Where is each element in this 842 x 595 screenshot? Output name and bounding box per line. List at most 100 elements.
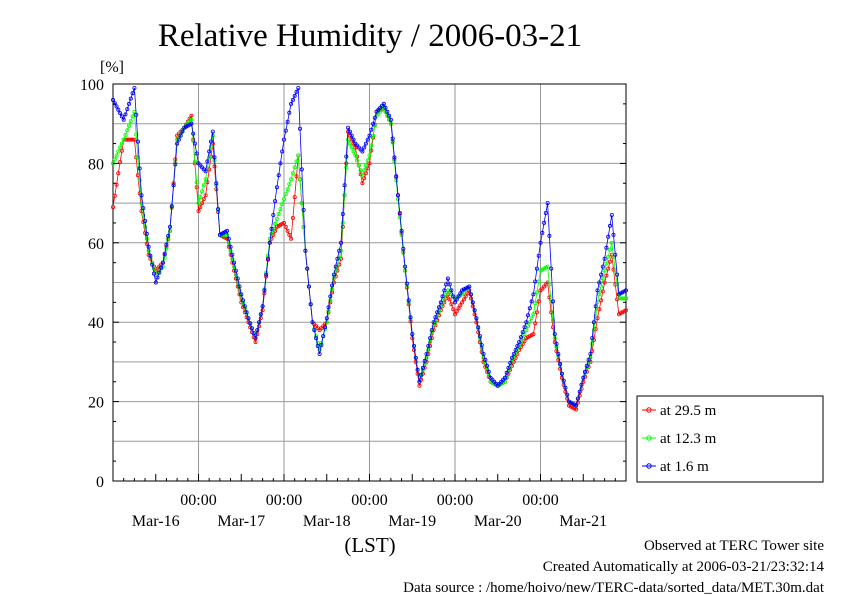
series-point bbox=[141, 212, 146, 217]
x-tick-label: 00:00 bbox=[351, 492, 387, 509]
series-point bbox=[235, 276, 240, 281]
series-point bbox=[135, 155, 140, 160]
footer-observed: Observed at TERC Tower site bbox=[644, 538, 824, 554]
series-point bbox=[556, 357, 561, 362]
series-point bbox=[260, 308, 265, 313]
x-tick-label: 00:00 bbox=[437, 492, 473, 509]
series-point bbox=[132, 86, 137, 91]
series-point bbox=[534, 266, 539, 271]
series-point bbox=[522, 325, 527, 330]
series-point bbox=[508, 360, 513, 365]
series-point bbox=[367, 133, 372, 138]
series-point bbox=[422, 358, 427, 363]
series-point bbox=[454, 309, 459, 314]
legend-label: at 29.5 m bbox=[660, 403, 717, 419]
series-point bbox=[119, 141, 124, 146]
legend-label: at 12.3 m bbox=[660, 431, 717, 447]
series-point bbox=[118, 160, 123, 165]
series-point bbox=[162, 255, 167, 260]
series-point bbox=[524, 320, 529, 325]
series-point bbox=[588, 351, 593, 356]
y-tick-label: 0 bbox=[96, 474, 104, 491]
series-point bbox=[116, 171, 121, 176]
series-point bbox=[246, 316, 251, 321]
series-point bbox=[360, 181, 365, 186]
series-point bbox=[470, 304, 475, 309]
series-point bbox=[451, 294, 456, 299]
series-point bbox=[565, 392, 570, 397]
series-point bbox=[365, 137, 370, 142]
series-point bbox=[351, 137, 356, 142]
series-point bbox=[306, 284, 311, 289]
series-point bbox=[463, 294, 468, 299]
series-point bbox=[556, 351, 561, 356]
series-point bbox=[608, 259, 613, 264]
series-point bbox=[429, 332, 434, 337]
series-point bbox=[590, 336, 595, 341]
series-point bbox=[472, 312, 477, 317]
series-point bbox=[599, 272, 604, 277]
series-point bbox=[362, 168, 367, 173]
series-point bbox=[624, 308, 629, 313]
series-point bbox=[237, 288, 242, 293]
series-point bbox=[549, 266, 554, 271]
series-point bbox=[609, 240, 614, 245]
series-point bbox=[527, 306, 532, 311]
series-point bbox=[125, 128, 130, 133]
series-point bbox=[599, 298, 604, 303]
series-point bbox=[151, 266, 156, 271]
series-point bbox=[144, 231, 149, 236]
series-point bbox=[283, 128, 288, 133]
series-point bbox=[504, 370, 509, 375]
series-point bbox=[125, 107, 130, 112]
series-point bbox=[552, 336, 557, 341]
series-point bbox=[365, 158, 370, 163]
series-point bbox=[196, 201, 201, 206]
series-point bbox=[436, 305, 441, 310]
x-tick-label: 00:00 bbox=[522, 492, 558, 509]
series-point bbox=[292, 93, 297, 98]
series-point bbox=[517, 340, 522, 345]
series-point bbox=[347, 141, 352, 146]
series-point bbox=[509, 355, 514, 360]
series-point bbox=[424, 355, 429, 360]
series-point bbox=[583, 369, 588, 374]
series-point bbox=[563, 385, 568, 390]
series-point bbox=[622, 296, 627, 301]
series-point bbox=[354, 158, 359, 163]
series-point bbox=[248, 321, 253, 326]
series-point bbox=[290, 97, 295, 102]
series-point bbox=[520, 330, 525, 335]
series-point bbox=[615, 272, 620, 277]
series-point bbox=[281, 137, 286, 142]
series-point bbox=[289, 177, 294, 182]
series-point bbox=[543, 210, 548, 215]
series-point bbox=[330, 283, 335, 288]
series-point bbox=[558, 361, 563, 366]
series-point bbox=[123, 132, 128, 137]
series-point bbox=[426, 343, 431, 348]
series-point bbox=[262, 288, 267, 293]
series-point bbox=[581, 375, 586, 380]
series-point bbox=[346, 137, 351, 142]
y-tick-label: 100 bbox=[80, 77, 104, 94]
series-point bbox=[119, 148, 124, 153]
series-point bbox=[547, 233, 552, 238]
series-point bbox=[265, 256, 270, 261]
series-point bbox=[410, 332, 415, 337]
chart-title: Relative Humidity / 2006-03-21 bbox=[158, 18, 582, 54]
series-point bbox=[274, 216, 279, 221]
series-point bbox=[192, 141, 197, 146]
series-point bbox=[417, 379, 422, 384]
series-point bbox=[470, 300, 475, 305]
series-point bbox=[308, 302, 313, 307]
series-point bbox=[191, 131, 196, 136]
series-point bbox=[114, 153, 119, 158]
series-point bbox=[232, 264, 237, 269]
series-point bbox=[534, 310, 539, 315]
series-point bbox=[324, 316, 329, 321]
series-point bbox=[406, 298, 411, 303]
series-point bbox=[331, 272, 336, 277]
series-point bbox=[114, 182, 119, 187]
series-point bbox=[269, 226, 274, 231]
